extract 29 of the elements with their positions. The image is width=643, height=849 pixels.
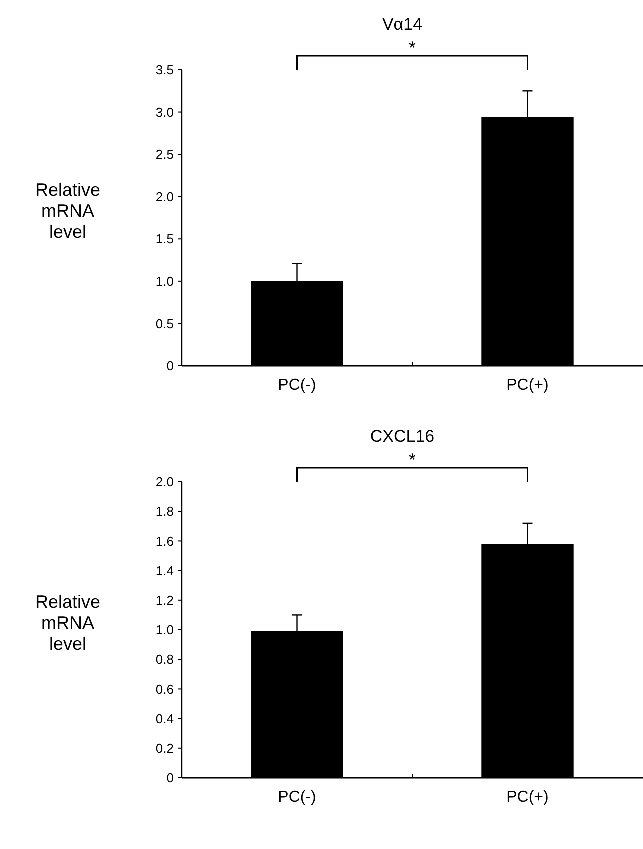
y-tick-label: 0.8 [156,652,174,668]
y-tick-label: 1.6 [156,534,174,549]
x-tick-label: PC(+) [506,377,549,394]
x-tick-label: PC(+) [506,789,549,806]
y-tick-label: 0.2 [156,740,174,756]
y-tick-label: 0 [166,358,174,374]
y-tick-label: 1.8 [156,504,174,520]
y-tick-label: 0 [166,770,174,786]
y-tick-label: 0.6 [156,682,174,697]
y-tick-label: 2.0 [156,474,174,490]
y-tick-label: 0.5 [156,316,174,332]
chart-title: CXCL16 [370,427,435,446]
y-tick-label: 3.0 [156,104,174,120]
y-tick-label: 1.2 [156,592,174,608]
y-tick-label: 1.0 [156,622,174,638]
x-tick-label: PC(-) [278,377,316,394]
y-tick-label: 2.5 [156,147,174,162]
y-tick-label: 1.4 [156,563,174,578]
chart-title: Vα14 [382,15,423,34]
x-tick-label: PC(-) [278,789,316,806]
y-tick-label: 0.4 [156,711,174,726]
y-axis-title: Relative mRNA level [35,592,101,654]
text: * [408,38,416,58]
text: * [408,450,416,470]
y-tick-label: 1.5 [156,232,174,247]
y-tick-label: 1.0 [156,274,174,289]
y-axis-title: Relative mRNA level [35,180,101,242]
y-tick-label: 3.5 [156,62,174,78]
y-tick-label: 2.0 [156,189,174,204]
